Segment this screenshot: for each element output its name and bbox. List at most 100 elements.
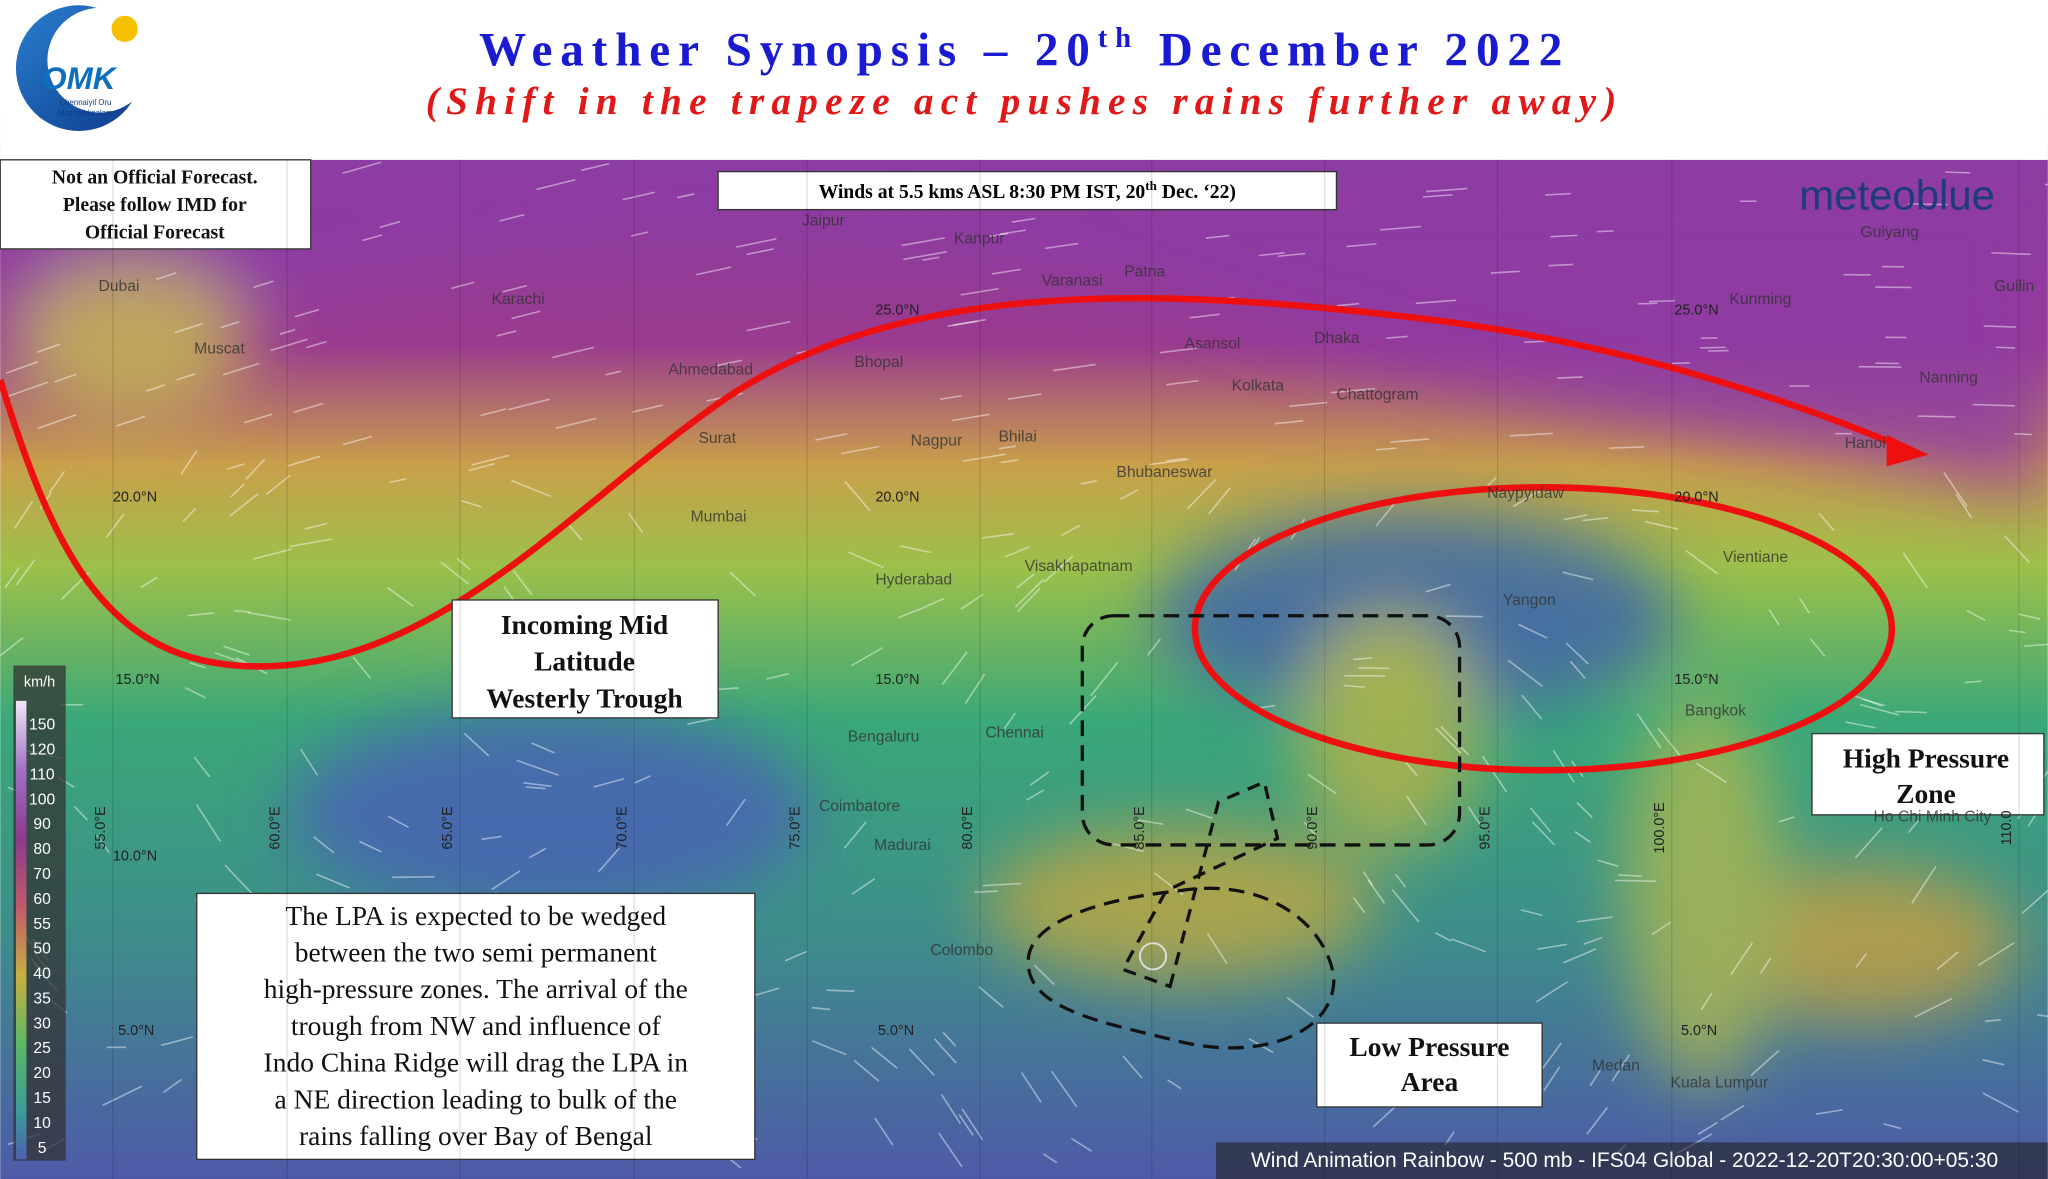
wind-streak <box>1149 458 1189 466</box>
wind-streak <box>1697 1121 1719 1135</box>
wind-streak <box>1425 583 1451 593</box>
wind-streak <box>502 284 528 293</box>
wind-streak <box>13 500 34 529</box>
place-label: Surat <box>698 430 736 447</box>
place-label: Ahmedabad <box>668 362 753 379</box>
place-label: Muscat <box>194 341 245 358</box>
wind-streak <box>461 499 482 508</box>
wind-streak <box>922 256 940 261</box>
wind-streak <box>1700 992 1713 1011</box>
lat-label: 20.0°N <box>1674 490 1718 506</box>
wind-streak <box>1405 762 1418 777</box>
wind-streak <box>1855 952 1868 969</box>
wind-streak <box>676 193 695 199</box>
place-label: Chennai <box>985 725 1044 742</box>
winds-sup: th <box>1145 178 1157 193</box>
wind-streak <box>1303 821 1319 840</box>
wind-streak <box>552 346 594 359</box>
wind-streak <box>140 576 158 589</box>
legend-label: 50 <box>33 941 51 958</box>
wind-streak <box>960 287 999 296</box>
wind-streak <box>1583 936 1603 945</box>
wind-streak <box>342 161 382 175</box>
title: Weather Synopsis – 20th December 2022 <box>479 22 1570 76</box>
wind-streak <box>387 815 409 829</box>
wind-streak <box>287 455 321 467</box>
wind-streak <box>1375 447 1397 451</box>
place-label: Coimbatore <box>819 798 900 815</box>
arrow-head <box>1886 434 1929 467</box>
wind-streak <box>316 873 350 889</box>
wind-streak <box>1985 1019 2001 1022</box>
wind-streak <box>900 545 931 554</box>
legend-label: 40 <box>33 966 51 983</box>
legend-label: 30 <box>33 1015 51 1032</box>
wind-streak <box>299 748 319 776</box>
place-label: Kunming <box>1729 291 1791 308</box>
wind-streak <box>1395 873 1407 888</box>
wind-streak <box>1818 512 1835 532</box>
wind-streak <box>481 835 502 841</box>
wind-streak <box>1982 1092 2020 1113</box>
wind-streak <box>622 191 656 201</box>
wind-streak <box>1450 938 1487 953</box>
wind-streak <box>1695 762 1728 784</box>
wind-streak <box>1902 552 1928 589</box>
wind-streak <box>1336 302 1360 307</box>
wind-streak <box>379 220 401 229</box>
wind-streak <box>974 890 998 893</box>
wind-streak <box>507 398 551 411</box>
legend-label: 60 <box>33 891 51 908</box>
wind-streak <box>1596 230 1614 233</box>
annotation-line: Area <box>1401 1066 1459 1097</box>
wind-streak <box>105 513 125 539</box>
place-label: Kanpur <box>954 231 1005 248</box>
winds-label: Winds at 5.5 kms ASL 8:30 PM IST, 20th D… <box>819 178 1236 203</box>
wind-streak <box>1685 550 1718 575</box>
lon-label: 85.0°E <box>1132 806 1148 849</box>
wind-streak <box>1632 509 1660 513</box>
wind-streak <box>853 1059 880 1082</box>
map-labels: Dubai Karachi Muscat Jaipur Kanpur Varanasi Pa… <box>29 159 2034 1179</box>
annotation-line: Low Pressure <box>1349 1031 1509 1062</box>
wind-streak <box>1720 1104 1745 1121</box>
lon-label: 80.0°E <box>960 806 976 849</box>
wind-streak <box>1481 755 1508 793</box>
lon-label: 70.0°E <box>614 806 630 849</box>
wind-streak <box>1017 588 1041 613</box>
wind-streak <box>480 408 507 417</box>
wind-streak <box>185 686 206 699</box>
wind-streak <box>1609 446 1645 449</box>
annotation-line: Not an Official Forecast. <box>52 166 258 188</box>
annotation-line: Please follow IMD for <box>63 194 247 216</box>
wind-streak <box>389 478 407 484</box>
wind-streak <box>952 413 990 422</box>
wind-streak <box>978 985 1004 1008</box>
wind-streak <box>1815 1109 1843 1115</box>
wind-streak <box>1521 694 1543 720</box>
wind-streak <box>1043 555 1074 583</box>
wind-streak <box>1936 951 1959 970</box>
wind-streak <box>223 645 250 656</box>
wind-streak <box>1434 932 1452 942</box>
title-part: Weather Synopsis – 20 <box>479 25 1098 77</box>
wind-streak <box>511 479 551 498</box>
wind-streak <box>96 834 110 854</box>
wind-streak <box>1649 299 1675 303</box>
wind-streak <box>160 1036 193 1047</box>
legend-label: 70 <box>33 866 51 883</box>
wind-streak <box>352 656 372 679</box>
wind-streak <box>870 1046 898 1069</box>
wind-streak <box>947 320 978 327</box>
wind-streak <box>1644 520 1679 530</box>
lon-label: 100.0°E <box>1652 802 1668 853</box>
wind-streak <box>850 647 883 667</box>
wind-streak <box>1972 403 2015 407</box>
wind-streak <box>1045 242 1079 250</box>
wind-streak <box>735 237 777 248</box>
winds-part: Dec. ‘22) <box>1157 181 1236 203</box>
trough-box <box>451 599 719 719</box>
place-label: Yangon <box>1503 592 1556 609</box>
wind-streak <box>942 1031 957 1047</box>
graticule <box>112 159 2020 1179</box>
